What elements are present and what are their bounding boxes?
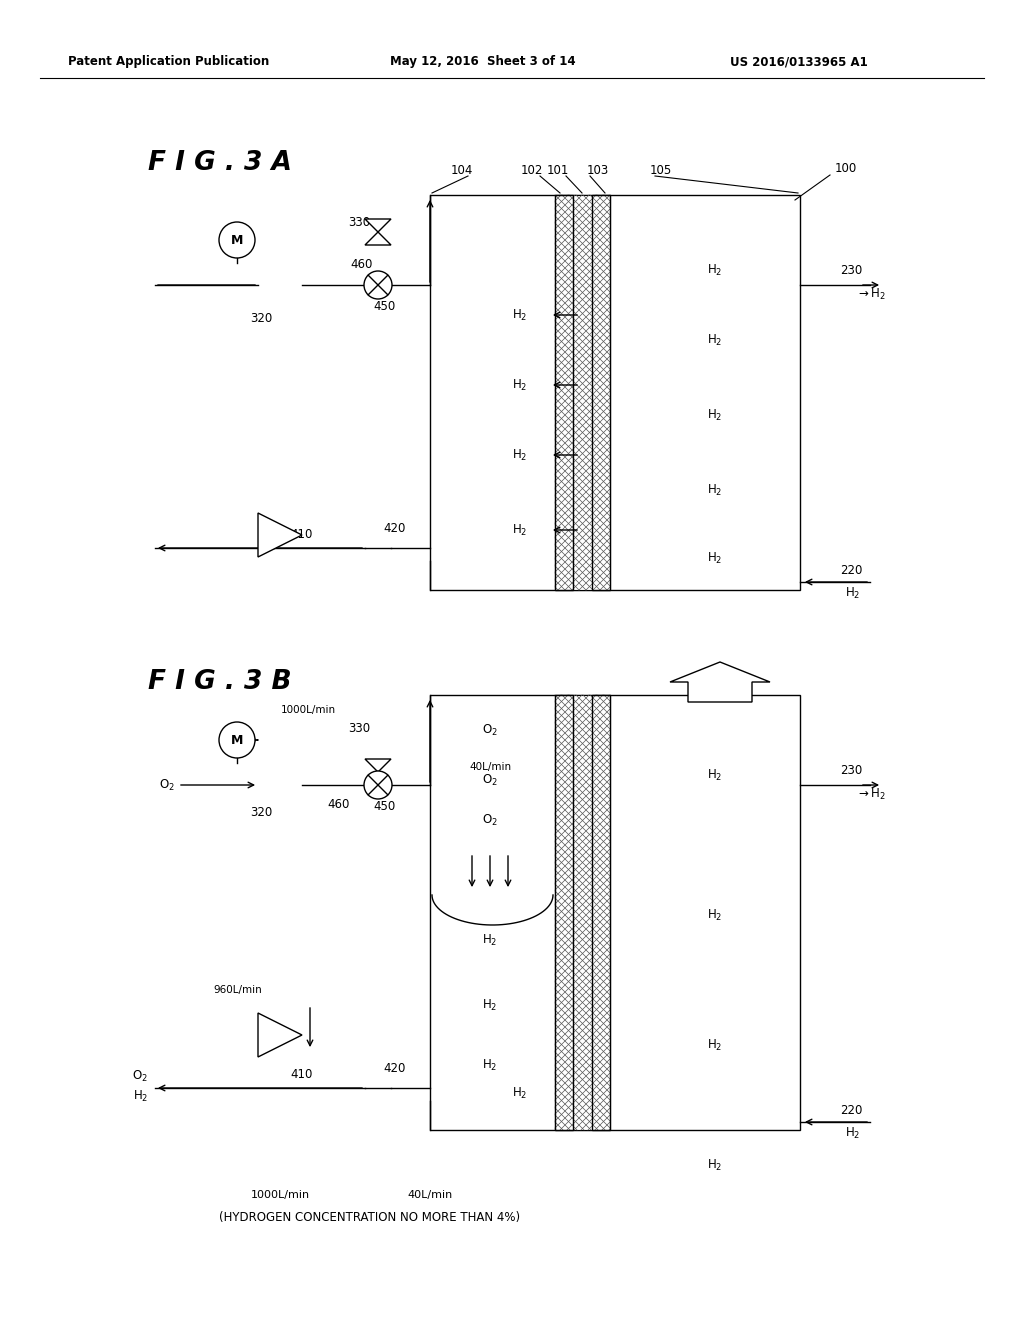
Text: 410: 410 [290,1068,312,1081]
Text: O$_2$: O$_2$ [482,812,498,828]
Polygon shape [430,696,800,1130]
Text: 450: 450 [373,301,395,314]
Text: 230: 230 [840,264,862,277]
Text: 320: 320 [250,807,272,820]
Text: $\rightarrow$H$_2$: $\rightarrow$H$_2$ [856,286,886,301]
Polygon shape [258,513,302,557]
Text: May 12, 2016  Sheet 3 of 14: May 12, 2016 Sheet 3 of 14 [390,55,575,69]
Text: H$_2$: H$_2$ [708,907,723,923]
Text: US 2016/0133965 A1: US 2016/0133965 A1 [730,55,867,69]
Text: H$_2$: H$_2$ [708,482,723,498]
Text: H$_2$: H$_2$ [708,408,723,422]
Text: 40L/min: 40L/min [469,762,511,772]
Text: F I G . 3 A: F I G . 3 A [148,150,292,176]
Text: (HYDROGEN CONCENTRATION NO MORE THAN 4%): (HYDROGEN CONCENTRATION NO MORE THAN 4%) [219,1210,520,1224]
Polygon shape [430,195,800,590]
Text: 460: 460 [350,259,373,272]
Text: H$_2$: H$_2$ [132,1089,148,1104]
Text: H$_2$: H$_2$ [708,263,723,277]
Text: $\rightarrow$H$_2$: $\rightarrow$H$_2$ [856,787,886,801]
Text: 230: 230 [840,764,862,777]
Circle shape [219,722,255,758]
Text: O$_2$: O$_2$ [132,1068,148,1084]
Text: 102: 102 [521,164,543,177]
Text: O$_2$: O$_2$ [482,722,498,738]
Text: 960L/min: 960L/min [213,985,262,995]
Text: 320: 320 [250,312,272,325]
Text: 420: 420 [383,521,406,535]
Text: F I G . 3 B: F I G . 3 B [148,669,292,696]
Text: Patent Application Publication: Patent Application Publication [68,55,269,69]
Circle shape [219,222,255,257]
Text: H$_2$: H$_2$ [482,998,498,1012]
Circle shape [364,271,392,300]
Text: H$_2$: H$_2$ [708,550,723,565]
Text: 330: 330 [348,215,370,228]
Text: H$_2$: H$_2$ [512,447,527,462]
Text: H$_2$: H$_2$ [482,932,498,948]
Text: 105: 105 [650,164,672,177]
Text: 1000L/min: 1000L/min [281,705,336,715]
Polygon shape [555,195,610,590]
Text: 104: 104 [451,164,473,177]
Text: O$_2$: O$_2$ [159,777,175,792]
Text: 220: 220 [840,564,862,577]
Text: M: M [230,234,243,247]
Text: 1000L/min: 1000L/min [251,1191,309,1200]
Polygon shape [258,1012,302,1057]
Text: H$_2$: H$_2$ [708,333,723,347]
Text: H$_2$: H$_2$ [512,1085,527,1101]
Text: H$_2$: H$_2$ [512,308,527,322]
Polygon shape [365,759,391,772]
Text: H$_2$: H$_2$ [708,1158,723,1172]
Text: H$_2$: H$_2$ [512,378,527,392]
Text: 220: 220 [840,1104,862,1117]
Text: H$_2$: H$_2$ [845,1126,860,1140]
Text: H$_2$: H$_2$ [482,1057,498,1073]
Text: H$_2$: H$_2$ [708,1038,723,1052]
Text: M: M [230,734,243,747]
Polygon shape [365,232,391,246]
Text: 40L/min: 40L/min [408,1191,453,1200]
Text: 100: 100 [835,161,857,174]
Text: 460: 460 [327,799,349,812]
Polygon shape [365,772,391,785]
Polygon shape [555,696,610,1130]
Text: 101: 101 [547,164,569,177]
Text: 410: 410 [290,528,312,540]
Text: O$_2$: O$_2$ [482,772,498,788]
Text: H$_2$: H$_2$ [708,767,723,783]
Polygon shape [365,219,391,232]
Circle shape [364,771,392,799]
Text: 330: 330 [348,722,370,734]
Text: H$_2$: H$_2$ [845,586,860,601]
Text: H$_2$: H$_2$ [512,523,527,537]
Text: 103: 103 [587,164,609,177]
Text: 450: 450 [373,800,395,813]
Text: 420: 420 [383,1061,406,1074]
Polygon shape [670,663,770,702]
